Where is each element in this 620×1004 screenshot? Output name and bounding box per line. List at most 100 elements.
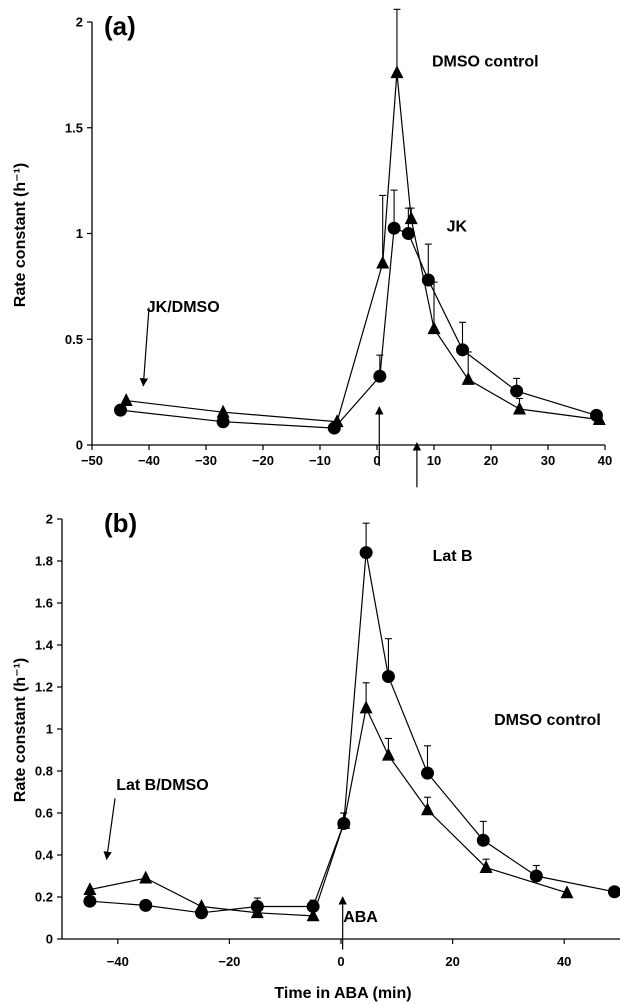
panel-a-label: (a) — [104, 11, 136, 41]
panel-a-series-triangle — [119, 8, 606, 428]
panel-b-arrow — [103, 798, 116, 861]
panel-a-y-tick-label: 2 — [76, 15, 83, 30]
panel-b-point-circle — [306, 899, 320, 913]
panel-a-x-tick-label: −50 — [81, 453, 103, 468]
panel-b-y-tick-label: 1.2 — [35, 680, 53, 695]
panel-a-y-tick-label: 1 — [76, 226, 83, 241]
panel-a-x-tick-label: −40 — [138, 453, 160, 468]
panel-a-x-tick-label: −20 — [252, 453, 274, 468]
panel-b-point-circle — [607, 885, 620, 899]
panel-b-annotation: Lat B/DMSO — [116, 777, 208, 794]
panel-b-y-tick-label: 2 — [46, 512, 53, 527]
panel-b-series-line — [89, 706, 568, 917]
panel-a-x-tick-label: 20 — [484, 453, 498, 468]
panel-b-y-tick-label: 1 — [46, 722, 53, 737]
panel-a-y-tick-label: 0 — [76, 438, 83, 453]
panel-b-point-circle — [359, 546, 373, 560]
panel-b-y-tick-label: 0.4 — [35, 848, 54, 863]
panel-a-arrow — [139, 307, 150, 387]
panel-b-point-circle — [529, 869, 543, 883]
panel-a-x-tick-label: 30 — [541, 453, 555, 468]
panel-a-point-triangle — [119, 393, 133, 406]
panel-a-point-circle — [387, 221, 401, 235]
panel-b-point-triangle — [479, 860, 493, 873]
panel-a-point-circle — [373, 369, 387, 383]
panel-b-y-tick-label: 0.8 — [35, 764, 53, 779]
panel-a-y-axis-title: Rate constant (h⁻¹) — [12, 163, 29, 307]
panel-a-point-circle — [327, 421, 341, 435]
panel-b-y-tick-label: 1.4 — [35, 638, 54, 653]
panel-a-point-triangle — [427, 321, 441, 335]
panel-b-y-tick-label: 0.6 — [35, 806, 53, 821]
panel-b-y-axis-title: Rate constant (h⁻¹) — [12, 658, 29, 802]
panel-a-point-circle — [510, 384, 524, 398]
panel-a-x-tick-label: 0 — [373, 453, 380, 468]
panel-b-x-tick-label: −40 — [107, 954, 129, 969]
panel-a-point-triangle — [513, 401, 526, 415]
panel-b-point-circle — [83, 894, 97, 908]
panel-b-annotation: DMSO control — [494, 712, 601, 729]
panel-a-point-triangle — [461, 371, 475, 385]
panel-b-point-circle — [420, 766, 434, 780]
panel-b-point-circle — [381, 670, 395, 683]
panel-a-x-tick-label: −30 — [195, 453, 217, 468]
panel-b-axes: 0 0.2 0.4 0.6 0.8 1 1.2 1.4 1.6 1.8 2 −40 −20 0 20 40 — [35, 512, 620, 969]
panel-a-point-triangle — [404, 211, 418, 225]
panel-b-point-triangle — [337, 816, 351, 829]
panel-b-point-triangle — [195, 899, 208, 912]
panel-b-series-line — [89, 552, 615, 914]
panel-a-point-circle — [216, 415, 230, 429]
panel-b-x-tick-label: 40 — [557, 954, 571, 969]
panel-a-series-line — [120, 227, 597, 429]
panel-a-annotation: JK/DMSO — [147, 299, 220, 316]
panel-b-y-tick-label: 1.6 — [35, 596, 53, 611]
panel-a-point-triangle — [390, 65, 404, 79]
panel-a-x-tick-label: −10 — [309, 453, 331, 468]
panel-b-annotation: Lat B — [433, 548, 473, 565]
panel-b-point-triangle — [139, 870, 153, 884]
panel-b-series-triangle — [83, 682, 574, 922]
panel-a-point-circle — [114, 403, 127, 417]
panel-b-point-circle — [139, 898, 153, 912]
panel-b-x-axis-title: Time in ABA (min) — [274, 985, 411, 1002]
panel-a-point-circle — [401, 227, 415, 240]
panel-b-series — [83, 522, 620, 922]
panel-b-x-tick-label: −20 — [218, 954, 240, 969]
panel-a-y-tick-label: 0.5 — [65, 332, 83, 347]
panel-b-point-triangle — [306, 908, 320, 922]
panel-b-y-tick-label: 0 — [46, 932, 53, 947]
panel-a: (a) Rate constant (h⁻¹) 0 0.5 1 1.5 2 −50 −40 −… — [12, 8, 612, 488]
panel-b-point-circle — [476, 833, 490, 847]
panel-b-y-tick-label: 0.2 — [35, 890, 53, 905]
panel-a-annotation: JK — [447, 218, 468, 235]
panel-b-point-triangle — [250, 905, 264, 919]
panel-b-x-tick-label: 0 — [337, 954, 344, 969]
panel-a-series — [114, 8, 606, 435]
panel-b-point-triangle — [381, 747, 395, 761]
panel-a-arrows — [139, 307, 422, 488]
panel-a-point-circle — [456, 343, 469, 357]
panel-b-annotation: ABA — [343, 909, 378, 926]
panel-b-point-triangle — [83, 882, 97, 896]
panel-b-x-tick-label: 20 — [445, 954, 459, 969]
panel-b-y-tick-label: 1.8 — [35, 554, 53, 569]
panel-b-annotations: Lat B DMSO control Lat B/DMSO ABA — [116, 548, 601, 926]
panel-a-point-circle — [421, 273, 435, 287]
panel-a-x-tick-label: 40 — [598, 453, 612, 468]
panel-a-series-circle — [114, 189, 603, 435]
panel-a-annotations: DMSO control JK JK/DMSO — [147, 53, 539, 315]
panel-a-x-tick-label: 10 — [427, 453, 441, 468]
panel-a-annotation: DMSO control — [432, 53, 539, 70]
panel-a-point-triangle — [216, 404, 230, 418]
panel-a-point-circle — [589, 408, 603, 422]
panel-a-point-triangle — [376, 255, 390, 269]
panel-b-arrows — [103, 798, 347, 950]
panel-b-label: (b) — [104, 508, 137, 538]
panel-b-point-triangle — [359, 700, 373, 714]
panel-a-y-tick-label: 1.5 — [65, 120, 83, 135]
panel-b: (b) Rate constant (h⁻¹) Time in ABA (min… — [12, 508, 620, 1002]
panel-b-point-triangle — [560, 885, 574, 899]
panel-a-axes: 0 0.5 1 1.5 2 −50 −40 −30 −20 −10 0 10 20 30 40 — [65, 15, 612, 469]
panel-b-point-triangle — [420, 802, 434, 816]
